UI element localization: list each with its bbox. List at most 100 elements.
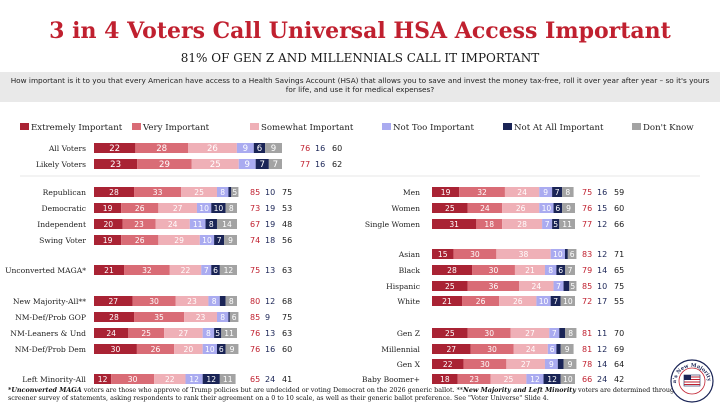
bar-value-label: 8 bbox=[220, 313, 225, 322]
summary-value: 81 bbox=[582, 345, 592, 354]
bar-segment bbox=[560, 296, 575, 306]
bar-value-label: 6 bbox=[558, 266, 563, 275]
bar-segment bbox=[94, 296, 133, 306]
bar-value-label: 31 bbox=[449, 220, 459, 229]
bar-value-label: 18 bbox=[440, 375, 450, 384]
bar-segment bbox=[128, 328, 165, 338]
summary-value: 56 bbox=[282, 236, 292, 245]
summary-value: 9 bbox=[265, 313, 270, 322]
bar-value-label: 9 bbox=[549, 360, 554, 369]
bar-value-label: 9 bbox=[543, 188, 548, 197]
summary-value: 77 bbox=[300, 160, 310, 169]
bar-value-label: 28 bbox=[447, 266, 457, 275]
bar-value-label: 26 bbox=[513, 297, 523, 306]
summary-value: 76 bbox=[582, 204, 592, 213]
category-label: Likely Voters bbox=[36, 160, 86, 169]
survey-question: How important is it to you that every Am… bbox=[10, 76, 710, 94]
bar-segment bbox=[158, 235, 200, 245]
summary-value: 17 bbox=[597, 297, 607, 306]
bar-value-label: 8 bbox=[209, 220, 214, 229]
category-label: White bbox=[397, 297, 420, 306]
bar-segment bbox=[552, 219, 560, 229]
bar-value-label: 26 bbox=[516, 204, 526, 213]
bar-segment bbox=[470, 344, 514, 354]
bar-value-label: 8 bbox=[212, 297, 217, 306]
bar-segment bbox=[467, 328, 511, 338]
bar-value-label: 6 bbox=[550, 345, 555, 354]
bar-value-label: 11 bbox=[562, 220, 572, 229]
bar-value-label: 30 bbox=[480, 360, 490, 369]
summary-value: 76 bbox=[300, 144, 310, 153]
bar-segment bbox=[559, 328, 565, 338]
bar-value-label: 5 bbox=[215, 329, 220, 338]
bar-value-label: 21 bbox=[525, 266, 535, 275]
footnote-text-2: voters are determined through a screener… bbox=[8, 386, 684, 402]
summary-value: 66 bbox=[614, 220, 624, 229]
bar-value-label: 24 bbox=[168, 220, 178, 229]
bar-value-label: 25 bbox=[445, 282, 455, 291]
bar-segment bbox=[214, 235, 225, 245]
page-title: 3 in 4 Voters Call Universal HSA Access … bbox=[49, 18, 671, 44]
bar-segment bbox=[132, 296, 176, 306]
bar-segment bbox=[560, 344, 574, 354]
bar-value-label: 23 bbox=[469, 375, 479, 384]
summary-value: 14 bbox=[597, 266, 607, 275]
bar-segment bbox=[467, 281, 520, 291]
bar-segment bbox=[94, 235, 122, 245]
summary-value: 80 bbox=[250, 297, 260, 306]
bar-value-label: 6 bbox=[570, 250, 575, 259]
summary-value: 48 bbox=[282, 220, 292, 229]
bar-segment bbox=[219, 296, 226, 306]
category-label: Asian bbox=[398, 250, 420, 259]
bar-value-label: 26 bbox=[207, 144, 218, 154]
category-label: Swing Voter bbox=[39, 236, 86, 245]
bar-value-label: 10 bbox=[563, 297, 573, 306]
bar-value-label: 30 bbox=[484, 329, 494, 338]
bar-segment bbox=[201, 265, 212, 275]
bar-segment bbox=[502, 219, 543, 229]
bar-segment bbox=[94, 374, 112, 384]
summary-value: 70 bbox=[614, 329, 624, 338]
project-seal-logo: America's New Majority Project bbox=[668, 357, 714, 403]
bar-value-label: 10 bbox=[214, 204, 224, 213]
bar-value-label: 8 bbox=[229, 297, 234, 306]
bar-segment bbox=[155, 219, 190, 229]
summary-value: 65 bbox=[250, 375, 260, 384]
bar-segment bbox=[536, 296, 551, 306]
bar-segment bbox=[432, 281, 468, 291]
bar-segment bbox=[228, 187, 232, 197]
bar-segment bbox=[496, 249, 551, 259]
bar-segment bbox=[199, 235, 215, 245]
bar-value-label: 26 bbox=[151, 345, 161, 354]
bar-value-label: 6 bbox=[555, 204, 560, 213]
bar-segment bbox=[562, 187, 574, 197]
legend-label: Don't Know bbox=[643, 123, 694, 133]
bar-segment bbox=[562, 203, 575, 213]
category-label: Left Minority-All bbox=[22, 375, 86, 384]
bar-value-label: 9 bbox=[271, 144, 276, 154]
summary-value: 19 bbox=[265, 204, 275, 213]
summary-value: 81 bbox=[582, 329, 592, 338]
bar-value-label: 8 bbox=[548, 266, 553, 275]
bar-value-label: 7 bbox=[260, 160, 265, 170]
bar-segment bbox=[216, 187, 229, 197]
bar-value-label: 25 bbox=[504, 375, 514, 384]
summary-value: 41 bbox=[282, 375, 292, 384]
bar-value-label: 24 bbox=[517, 188, 527, 197]
bar-segment bbox=[432, 344, 471, 354]
bar-value-label: 29 bbox=[159, 160, 170, 170]
summary-value: 13 bbox=[265, 329, 275, 338]
summary-value: 63 bbox=[282, 266, 292, 275]
bar-segment bbox=[253, 143, 266, 153]
bar-value-label: 21 bbox=[442, 297, 452, 306]
summary-value: 19 bbox=[265, 220, 275, 229]
footnote-text-1: voters are those who approve of Trump po… bbox=[81, 386, 463, 394]
bar-value-label: 10 bbox=[563, 375, 573, 384]
bar-segment bbox=[504, 187, 540, 197]
bar-segment bbox=[134, 312, 185, 322]
question-box bbox=[0, 72, 720, 102]
bar-segment bbox=[549, 328, 560, 338]
bar-segment bbox=[202, 344, 217, 354]
bar-value-label: 8 bbox=[568, 329, 573, 338]
bar-segment bbox=[122, 219, 156, 229]
